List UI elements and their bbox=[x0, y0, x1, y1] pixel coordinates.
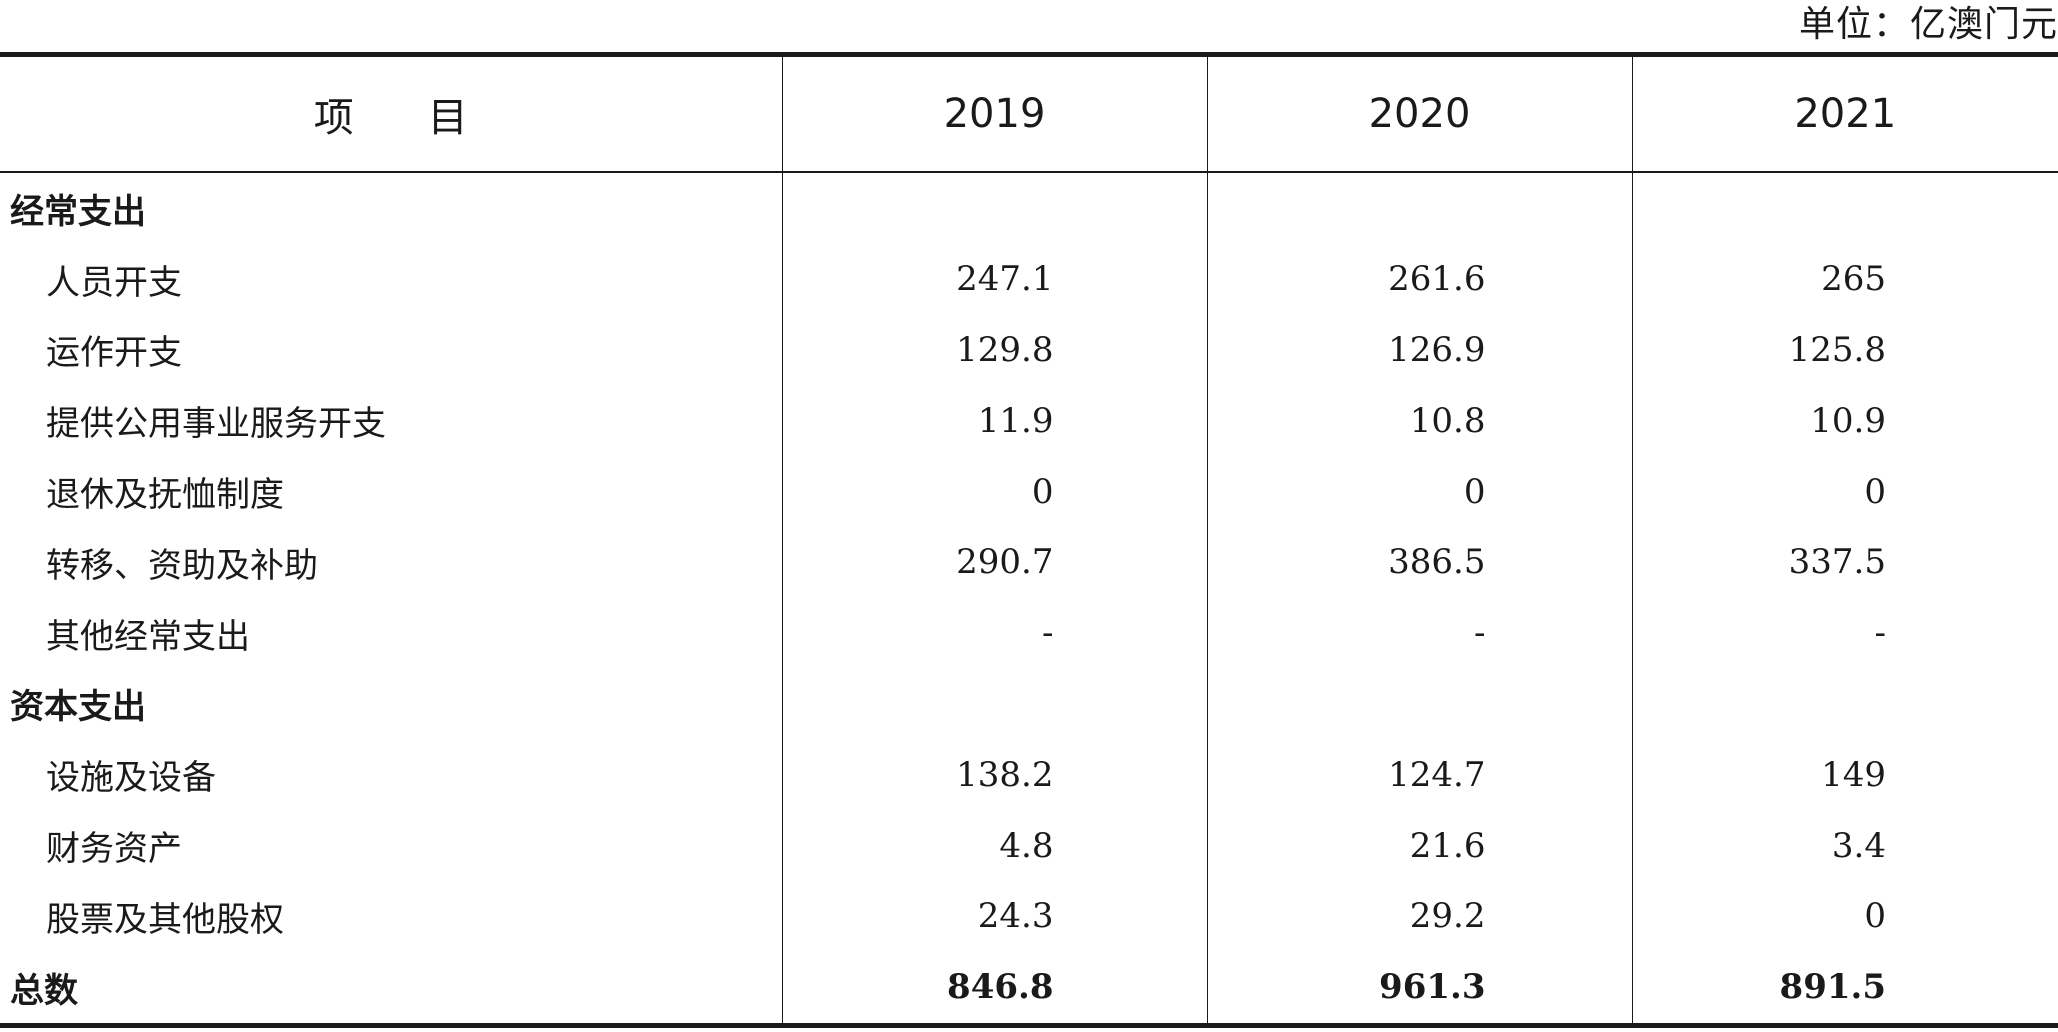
value-cell: 337.5 bbox=[1631, 526, 2058, 598]
row-label: 经常支出 bbox=[10, 191, 146, 232]
value-cell: 891.5 bbox=[1631, 951, 2058, 1026]
section-row: 经常支出 bbox=[0, 172, 2058, 244]
value-cell: 261.6 bbox=[1206, 243, 1632, 315]
value-cell: 125.8 bbox=[1631, 314, 2058, 386]
value-cell: - bbox=[781, 597, 1207, 669]
value-cell bbox=[1631, 172, 2058, 244]
row-label: 财务资产 bbox=[46, 829, 182, 870]
row-label: 其他经常支出 bbox=[46, 616, 250, 657]
table-row: 转移、资助及补助 290.7 386.5 337.5 bbox=[0, 526, 2058, 598]
value-cell: - bbox=[1631, 597, 2058, 669]
value-cell: 846.8 bbox=[781, 951, 1207, 1026]
value-cell bbox=[1206, 668, 1632, 740]
value-cell: 29.2 bbox=[1206, 880, 1632, 952]
value-cell: 11.9 bbox=[781, 385, 1207, 457]
value-cell bbox=[1631, 668, 2058, 740]
value-cell: 386.5 bbox=[1206, 526, 1632, 598]
year-column-header: 2020 bbox=[1206, 54, 1632, 173]
value-cell: 0 bbox=[1631, 456, 2058, 527]
table-row: 其他经常支出 - - - bbox=[0, 597, 2058, 669]
row-label: 股票及其他股权 bbox=[46, 899, 284, 940]
value-cell: 0 bbox=[781, 456, 1207, 527]
row-label: 资本支出 bbox=[10, 687, 146, 728]
budget-table: 项目 2019 2020 2021 经常支出 人员开支 247.1 261.6 … bbox=[0, 52, 2058, 1028]
table-row: 设施及设备 138.2 124.7 149 bbox=[0, 739, 2058, 811]
value-cell: 149 bbox=[1631, 739, 2058, 811]
value-cell: 3.4 bbox=[1631, 810, 2058, 881]
value-cell: 138.2 bbox=[781, 739, 1207, 811]
table-row: 股票及其他股权 24.3 29.2 0 bbox=[0, 880, 2058, 952]
value-cell: 10.9 bbox=[1631, 385, 2058, 457]
value-cell: 21.6 bbox=[1206, 810, 1632, 881]
value-cell bbox=[781, 172, 1207, 244]
value-cell: 961.3 bbox=[1206, 951, 1632, 1026]
row-label: 人员开支 bbox=[46, 262, 182, 303]
row-label: 退休及抚恤制度 bbox=[46, 475, 284, 516]
row-label: 运作开支 bbox=[46, 333, 182, 374]
table-row: 人员开支 247.1 261.6 265 bbox=[0, 243, 2058, 315]
header-row: 项目 2019 2020 2021 bbox=[0, 54, 2058, 173]
value-cell: 4.8 bbox=[781, 810, 1207, 881]
value-cell: 265 bbox=[1631, 243, 2058, 315]
table-row: 退休及抚恤制度 0 0 0 bbox=[0, 456, 2058, 527]
value-cell: 124.7 bbox=[1206, 739, 1632, 811]
value-cell bbox=[781, 668, 1207, 740]
value-cell: 126.9 bbox=[1206, 314, 1632, 386]
row-label: 提供公用事业服务开支 bbox=[46, 404, 386, 445]
table-row: 提供公用事业服务开支 11.9 10.8 10.9 bbox=[0, 385, 2058, 457]
value-cell: 0 bbox=[1206, 456, 1632, 527]
row-label: 转移、资助及补助 bbox=[46, 545, 318, 586]
year-column-header: 2021 bbox=[1631, 54, 2058, 173]
value-cell: - bbox=[1206, 597, 1632, 669]
total-row: 总数 846.8 961.3 891.5 bbox=[0, 951, 2058, 1026]
section-row: 资本支出 bbox=[0, 668, 2058, 740]
value-cell: 290.7 bbox=[781, 526, 1207, 598]
row-label: 总数 bbox=[10, 970, 78, 1011]
value-cell bbox=[1206, 172, 1632, 244]
value-cell: 24.3 bbox=[781, 880, 1207, 952]
item-column-header: 项目 bbox=[0, 54, 782, 173]
value-cell: 129.8 bbox=[781, 314, 1207, 386]
unit-note: 单位：亿澳门元 bbox=[1798, 4, 2058, 45]
value-cell: 247.1 bbox=[781, 243, 1207, 315]
table-row: 运作开支 129.8 126.9 125.8 bbox=[0, 314, 2058, 386]
year-column-header: 2019 bbox=[781, 54, 1207, 173]
value-cell: 0 bbox=[1631, 880, 2058, 952]
value-cell: 10.8 bbox=[1206, 385, 1632, 457]
row-label: 设施及设备 bbox=[46, 758, 216, 799]
table-row: 财务资产 4.8 21.6 3.4 bbox=[0, 810, 2058, 881]
